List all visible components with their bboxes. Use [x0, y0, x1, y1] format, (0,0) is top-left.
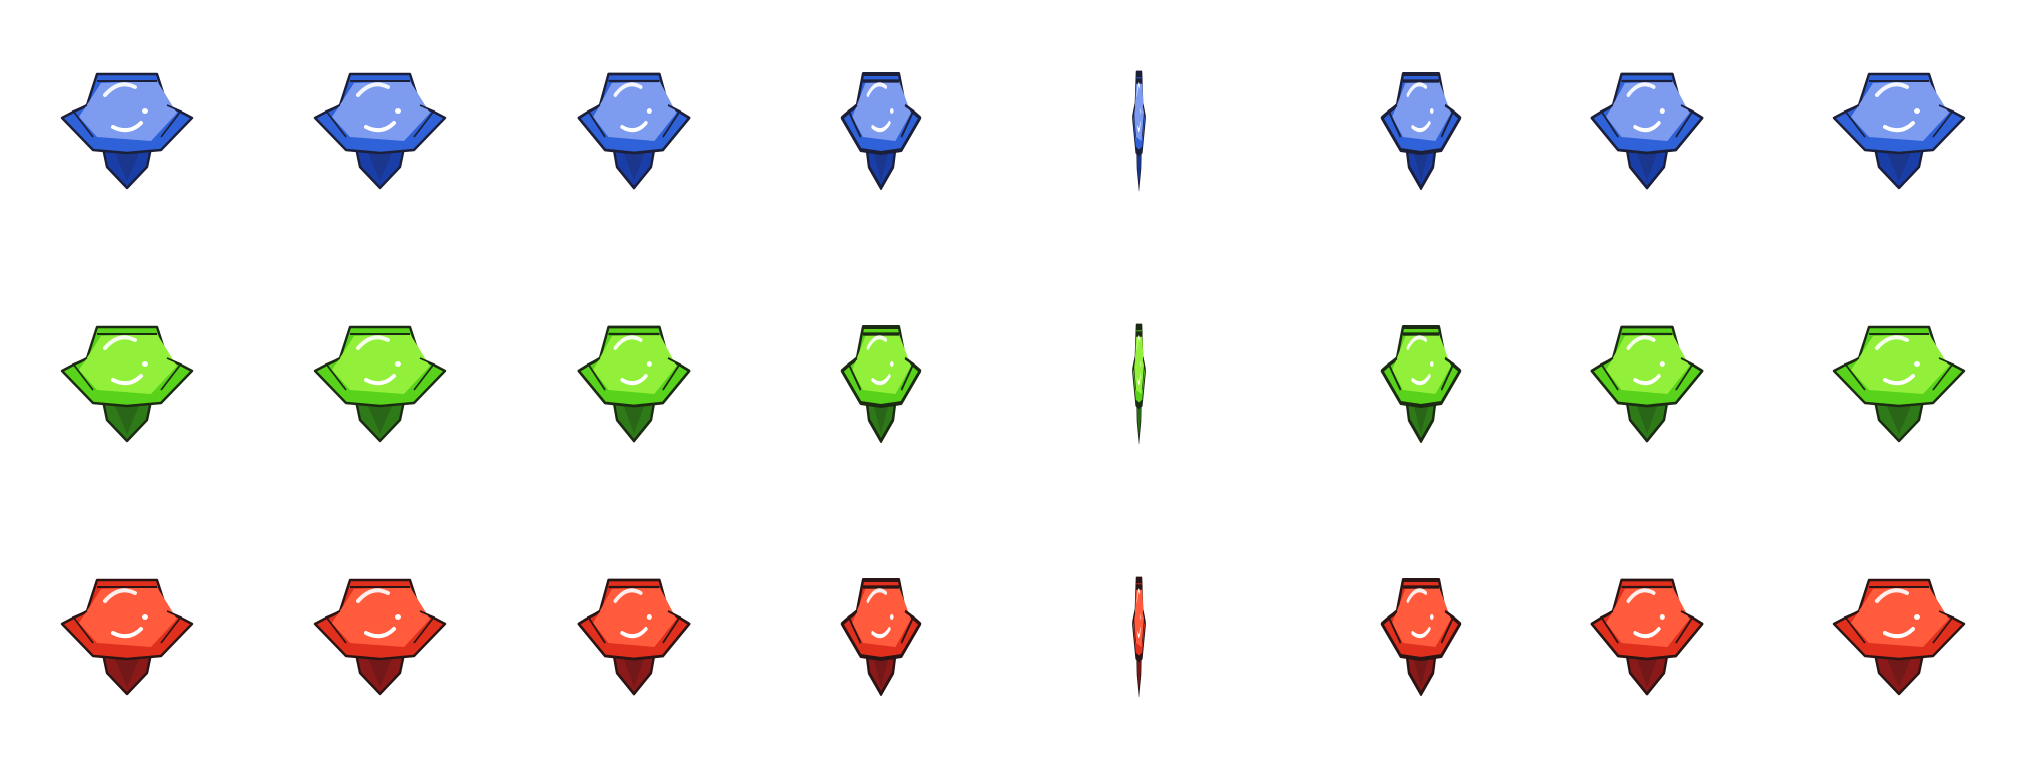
gem-icon	[577, 578, 691, 696]
blue-gem-turn-2	[554, 45, 714, 205]
red-gem-turn-2	[554, 551, 714, 711]
gem-icon	[1380, 72, 1462, 190]
gem-icon	[1832, 72, 1966, 190]
gem-icon	[840, 578, 922, 696]
gem-icon	[1832, 325, 1966, 443]
blue-gem-front	[47, 45, 207, 205]
gem-icon	[577, 72, 691, 190]
gem-icon	[1832, 578, 1966, 696]
green-gem-turn-3	[801, 298, 961, 458]
gem-icon	[1590, 72, 1704, 190]
gem-icon	[313, 72, 447, 190]
gem-icon	[1590, 578, 1704, 696]
gem-icon	[60, 325, 194, 443]
gem-icon	[1380, 325, 1462, 443]
gem-icon	[840, 325, 922, 443]
green-gem-turn-6	[1567, 298, 1727, 458]
gem-icon	[1590, 325, 1704, 443]
green-gem-front	[47, 298, 207, 458]
gem-icon	[313, 578, 447, 696]
red-gem-turn-1	[300, 551, 460, 711]
gem-icon	[313, 325, 447, 443]
red-gem-edge-on	[1059, 551, 1219, 711]
green-gem-turn-5	[1341, 298, 1501, 458]
blue-gem-turn-6	[1567, 45, 1727, 205]
gem-icon	[1132, 70, 1146, 192]
green-gem-turn-7	[1819, 298, 1979, 458]
gem-icon	[1380, 578, 1462, 696]
gem-icon	[577, 325, 691, 443]
gem-icon	[840, 72, 922, 190]
red-gem-turn-6	[1567, 551, 1727, 711]
red-gem-turn-7	[1819, 551, 1979, 711]
blue-gem-turn-3	[801, 45, 961, 205]
gem-icon	[60, 72, 194, 190]
gem-icon	[1132, 323, 1146, 445]
green-gem-turn-1	[300, 298, 460, 458]
blue-gem-turn-5	[1341, 45, 1501, 205]
blue-gem-turn-1	[300, 45, 460, 205]
gem-icon	[1132, 576, 1146, 698]
green-gem-turn-2	[554, 298, 714, 458]
red-gem-turn-3	[801, 551, 961, 711]
red-gem-front	[47, 551, 207, 711]
blue-gem-turn-7	[1819, 45, 1979, 205]
blue-gem-edge-on	[1059, 45, 1219, 205]
green-gem-edge-on	[1059, 298, 1219, 458]
gem-icon	[60, 578, 194, 696]
red-gem-turn-5	[1341, 551, 1501, 711]
